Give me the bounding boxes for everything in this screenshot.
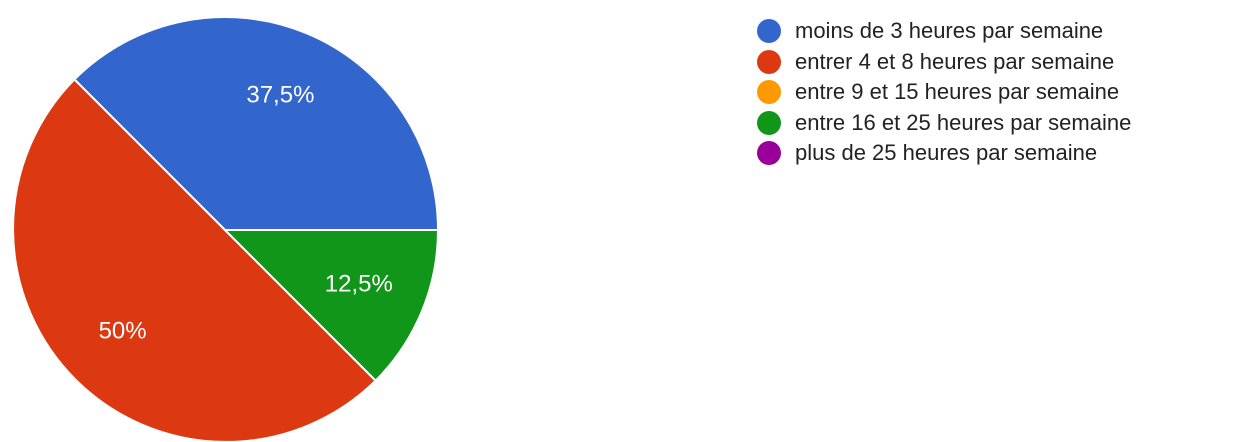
- legend-item-entrer-4-et-8-heures-par-semaine: entrer 4 et 8 heures par semaine: [757, 47, 1131, 78]
- slice-label-moins-de-3-heures-par-semaine: 37,5%: [246, 82, 314, 109]
- pie-slices: [12, 16, 440, 442]
- legend-label: moins de 3 heures par semaine: [795, 18, 1104, 44]
- legend-item-entre-9-et-15-heures-par-semaine: entre 9 et 15 heures par semaine: [757, 77, 1131, 108]
- pie-slice-labels: 37,5% 50% 12,5%: [99, 82, 393, 345]
- legend-label: entre 9 et 15 heures par semaine: [795, 79, 1120, 105]
- legend-item-moins-de-3-heures-par-semaine: moins de 3 heures par semaine: [757, 16, 1131, 47]
- slice-label-entrer-4-et-8-heures-par-semaine: 50%: [99, 318, 147, 345]
- legend-item-entre-16-et-25-heures-par-semaine: entre 16 et 25 heures par semaine: [757, 108, 1131, 139]
- legend-swatch: [757, 19, 781, 44]
- slice-label-entre-16-et-25-heures-par-semaine: 12,5%: [325, 271, 393, 298]
- legend-label: entre 16 et 25 heures par semaine: [795, 109, 1132, 135]
- pie-slice-entre-16-et-25-heures-par-semaine: [222, 229, 440, 383]
- legend-label: plus de 25 heures par semaine: [795, 140, 1098, 166]
- legend-item-plus-de-25-heures-par-semaine: plus de 25 heures par semaine: [757, 138, 1131, 169]
- pie-slice-entrer-4-et-8-heures-par-semaine: [12, 77, 378, 442]
- legend-swatch: [757, 49, 781, 74]
- chart-legend: moins de 3 heures par semaine entrer 4 et…: [757, 16, 1131, 169]
- legend-swatch: [757, 110, 781, 135]
- legend-swatch: [757, 80, 781, 105]
- pie-slice-moins-de-3-heures-par-semaine: [72, 16, 440, 231]
- legend-swatch: [757, 141, 781, 166]
- legend-label: entrer 4 et 8 heures par semaine: [795, 48, 1115, 74]
